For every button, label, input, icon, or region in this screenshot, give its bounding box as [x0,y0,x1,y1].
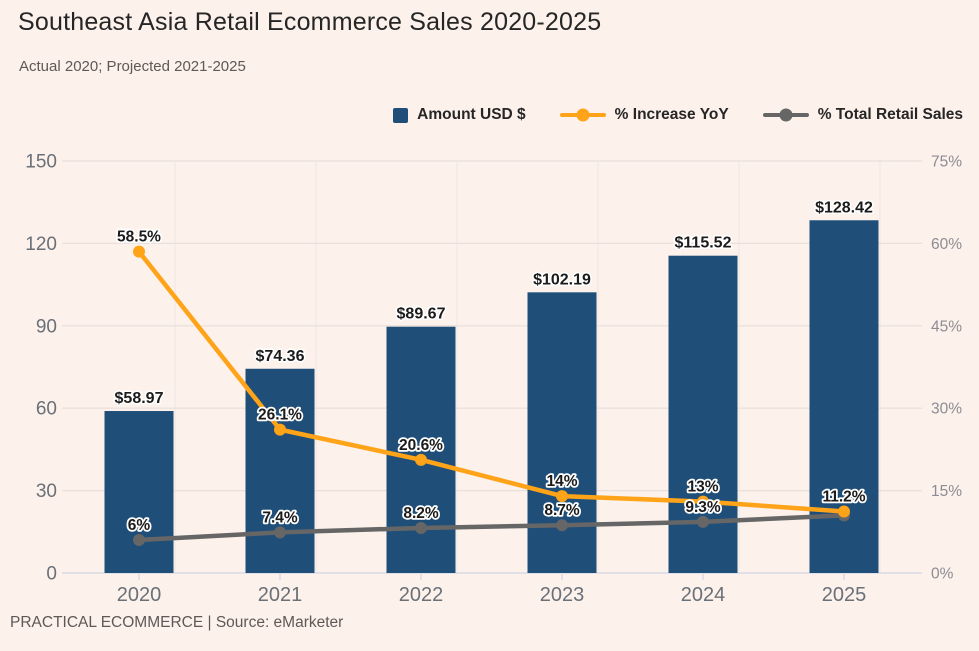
total-retail-point-2020 [133,534,145,547]
left-axis-tick-label: 120 [25,234,57,255]
retail-label-2020: 6% [128,517,151,534]
bar-value-label-2025: $128.42 [815,199,873,216]
increase-yoy-point-2020 [133,245,145,258]
retail-label-2022: 8.2% [403,505,439,522]
bar-value-label-2024: $115.52 [675,235,732,252]
left-axis-tick-label: 150 [25,152,57,173]
x-axis-label-2021: 2021 [258,584,303,606]
legend-label-retail: % Total Retail Sales [817,106,963,123]
legend: Amount USD $ % Increase YoY % Total Reta… [393,103,963,127]
retail-label-2021: 7.4% [262,509,298,526]
legend-item-retail: % Total Retail Sales [762,106,963,124]
increase-label-2024: 13% [687,479,718,496]
increase-label-2021: 26.1% [258,407,302,424]
right-axis-tick-label: 0% [931,566,954,583]
legend-item-increase: % Increase YoY [559,106,729,124]
bar-value-label-2022: $89.67 [397,306,446,323]
increase-label-2023: 14% [546,473,577,490]
left-axis-tick-label: 90 [36,316,57,337]
left-axis-tick-label: 0 [46,564,57,585]
bar-value-label-2020: $58.97 [115,390,164,407]
legend-marker-increase-icon [559,108,606,122]
increase-yoy-line [136,249,847,514]
x-axis-label-2024: 2024 [681,584,726,606]
legend-dot-increase-icon [576,108,590,122]
legend-dot-retail-icon [779,108,793,122]
left-axis-tick-label: 60 [36,399,57,420]
legend-item-amount: Amount USD $ [393,106,526,124]
right-axis-tick-label: 15% [931,483,962,500]
increase-yoy-point-2021 [274,423,286,436]
total-retail-point-2024 [697,515,709,528]
bar-2020 [104,411,174,573]
legend-label-increase: % Increase YoY [614,106,729,123]
legend-marker-retail-icon [762,108,809,122]
x-axis-label-2023: 2023 [540,584,585,606]
chart-subtitle: Actual 2020; Projected 2021-2025 [19,58,246,75]
increase-yoy-point-2024 [697,495,709,508]
total-retail-line [136,513,847,543]
increase-label-2022: 20.6% [399,437,443,454]
increase-label-2025: 11.2% [822,488,865,505]
increase-yoy-point-2022 [415,453,427,466]
bar-value-label-2021: $74.36 [256,348,305,365]
right-axis-tick-label: 75% [931,154,962,171]
chart-title: Southeast Asia Retail Ecommerce Sales 20… [18,8,602,36]
x-axis-label-2020: 2020 [117,584,162,606]
x-axis-label-2022: 2022 [399,584,444,606]
right-axis-tick-label: 60% [931,236,962,253]
legend-swatch-bar-icon [393,107,409,123]
bar-value-label-2023: $102.19 [533,271,591,288]
source-attribution: PRACTICAL ECOMMERCE | Source: eMarketer [10,614,344,631]
right-axis-tick-label: 30% [931,401,962,418]
increase-yoy-point-2023 [556,490,568,503]
increase-label-2020: 58.5% [117,229,161,246]
retail-label-2023: 8.7% [544,502,580,519]
left-axis-tick-label: 30 [36,481,57,502]
total-retail-point-2023 [556,519,568,532]
legend-label-amount: Amount USD $ [417,106,526,123]
total-retail-point-2022 [415,521,427,534]
increase-yoy-point-2025 [838,505,850,518]
retail-label-2024: 9.3% [685,499,721,516]
total-retail-point-2021 [274,526,286,539]
x-axis-label-2025: 2025 [822,584,867,606]
right-axis-tick-label: 45% [931,318,962,335]
